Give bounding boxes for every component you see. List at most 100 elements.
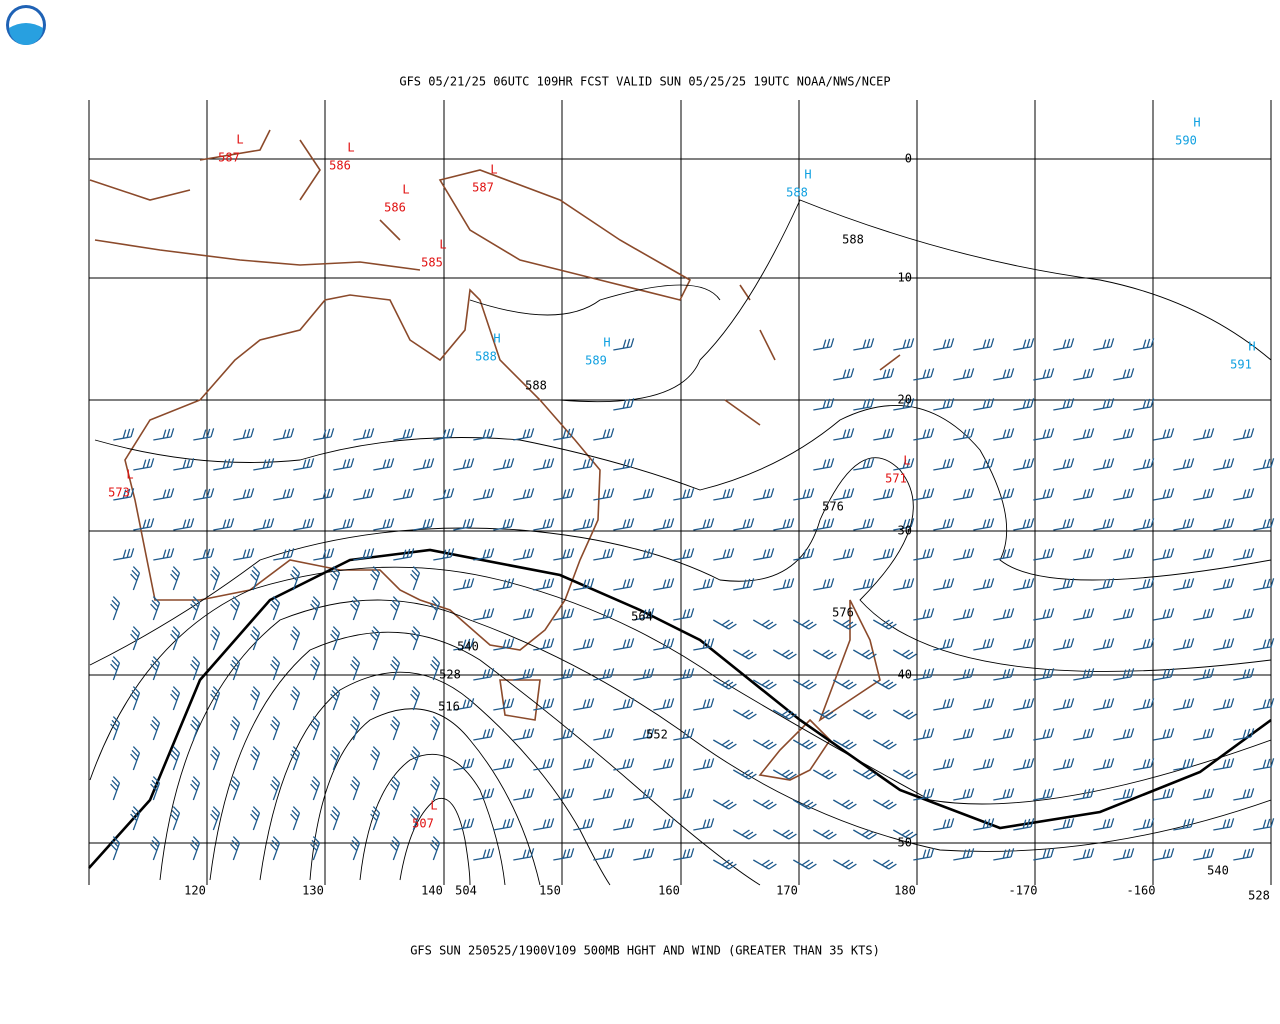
wind-barb (1173, 758, 1195, 771)
wind-barb (313, 488, 335, 501)
center-letter: H (603, 336, 610, 350)
lat-label: 30 (898, 524, 912, 538)
barb-staff (170, 806, 181, 831)
wind-barb (1193, 848, 1215, 861)
barb-staff (310, 716, 321, 741)
wind-barb (370, 686, 381, 711)
center-letter: H (493, 332, 500, 346)
wind-barb (753, 799, 777, 810)
barb-staff (1213, 698, 1235, 711)
wind-barb (313, 428, 335, 441)
wind-barb (150, 836, 161, 861)
wind-barb (1053, 578, 1075, 591)
barb-staff (1133, 458, 1155, 471)
wind-barb (993, 608, 1015, 621)
wind-barb (833, 548, 855, 561)
wind-barb (1073, 428, 1095, 441)
barb-staff (693, 638, 715, 651)
barb-staff (813, 578, 835, 591)
australia (124, 288, 601, 651)
wind-barb (793, 548, 815, 561)
wind-barb (310, 716, 321, 741)
wind-barb (1053, 818, 1075, 831)
barb-staff (853, 458, 875, 471)
barb-staff (1073, 848, 1095, 861)
barb-staff (793, 679, 817, 690)
wind-barb (793, 619, 817, 630)
barb-staff (1093, 758, 1115, 771)
barb-staff (390, 776, 401, 801)
wind-barb (933, 458, 955, 471)
wind-barb (1153, 608, 1175, 621)
barb-staff (593, 848, 615, 861)
barb-staff (1153, 788, 1175, 801)
barb-staff (653, 578, 675, 591)
barb-staff (813, 458, 835, 471)
barb-staff (773, 769, 797, 780)
wind-barb (573, 578, 595, 591)
wind-barb (553, 428, 575, 441)
wind-barb (853, 458, 875, 471)
barb-staff (573, 818, 595, 831)
wind-barb (953, 548, 975, 561)
barb-staff (673, 548, 695, 561)
wind-barb (1093, 458, 1115, 471)
barb-staff (210, 806, 221, 831)
wind-barb (873, 739, 897, 750)
center-value: 588 (786, 186, 808, 200)
barb-staff (190, 836, 201, 861)
barb-staff (893, 398, 915, 411)
barb-staff (533, 698, 555, 711)
wind-barb (593, 848, 615, 861)
wind-barb (1133, 698, 1155, 711)
wind-barb (1133, 818, 1155, 831)
barb-staff (613, 458, 635, 471)
wind-barb (370, 746, 381, 771)
barb-staff (290, 806, 301, 831)
barb-staff (330, 566, 341, 591)
barb-staff (190, 716, 201, 741)
barb-staff (1173, 578, 1195, 591)
wind-barb (913, 548, 935, 561)
barb-staff (533, 818, 555, 831)
center-letter: L (490, 163, 497, 177)
barb-staff (370, 566, 381, 591)
contour (309, 708, 541, 886)
wind-barb (653, 518, 675, 531)
barb-staff (873, 368, 895, 381)
wind-barb (973, 398, 995, 411)
wind-barb (973, 338, 995, 351)
wind-barb (633, 548, 655, 561)
lat-label: 40 (898, 668, 912, 682)
barb-staff (130, 566, 141, 591)
wind-barb (1173, 578, 1195, 591)
wind-barb (230, 836, 241, 861)
center-letter: L (126, 468, 133, 482)
barb-staff (773, 578, 795, 591)
wind-barb (430, 716, 441, 741)
wind-barb (1113, 428, 1135, 441)
wind-barb (1073, 848, 1095, 861)
barb-staff (1233, 788, 1255, 801)
wind-barb (1013, 578, 1035, 591)
barb-staff (853, 578, 875, 591)
wind-barb (1073, 368, 1095, 381)
wind-barb (410, 746, 421, 771)
wind-barb (773, 829, 797, 840)
barb-staff (993, 368, 1015, 381)
barb-staff (153, 428, 175, 441)
center-value: 589 (585, 354, 607, 368)
barb-staff (893, 649, 917, 660)
barb-staff (713, 859, 737, 870)
barb-staff (1193, 728, 1215, 741)
barb-staff (733, 709, 757, 720)
center-value: 573 (108, 486, 130, 500)
wind-barb (333, 458, 355, 471)
wind-barb (573, 518, 595, 531)
barb-staff (693, 758, 715, 771)
wind-barb (1013, 458, 1035, 471)
barb-staff (1033, 368, 1055, 381)
wind-barb (330, 566, 341, 591)
barb-staff (130, 806, 141, 831)
barb-staff (1113, 548, 1135, 561)
